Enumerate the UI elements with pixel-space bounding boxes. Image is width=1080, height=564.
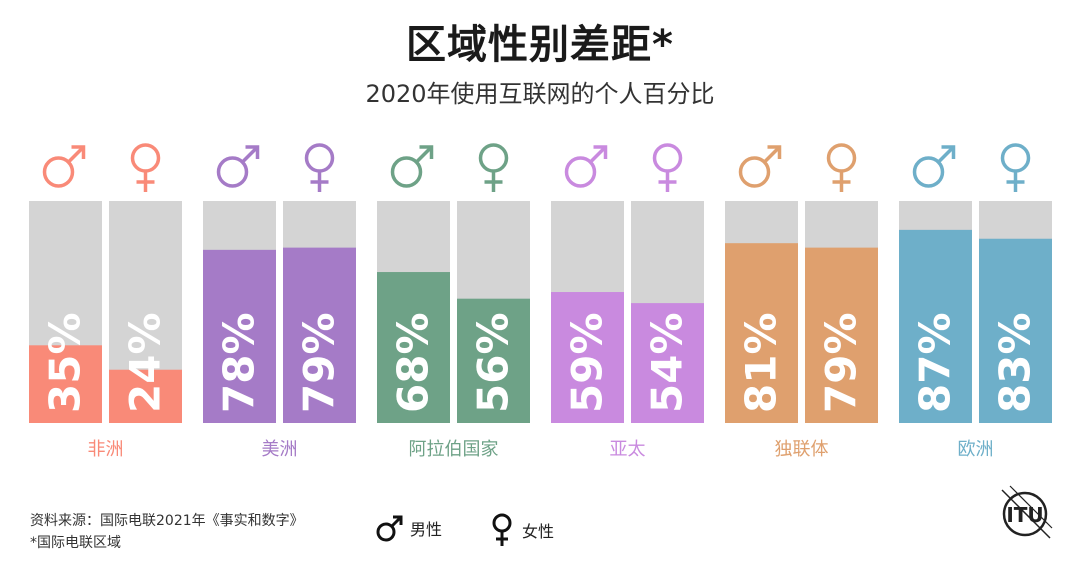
bar-male [725,243,798,423]
bar-male [377,272,450,423]
female-icon-circle [1000,143,1031,173]
male-icon [390,145,434,188]
female-icon-circle [478,143,509,173]
male-icon [912,145,956,188]
bar-male [203,249,276,423]
region-footnote: *国际电联区域 [30,535,121,551]
male-icon-arrow [589,145,607,164]
chart-subtitle: 2020年使用互联网的个人百分比 [365,80,715,108]
data-label-female: 79% [817,312,866,413]
male-icon-arrow [937,145,955,164]
male-icon-arrow [415,145,433,164]
bar-female [457,298,530,423]
data-label-male: 78% [215,312,264,413]
male-icon-circle [42,156,75,188]
male-icon-arrowhead [419,145,434,159]
male-icon-arrow [241,145,259,164]
male-icon-circle [216,156,249,188]
male-icon-arrowhead [767,145,782,159]
bar-male [29,345,102,423]
region-label: 美洲 [262,439,298,460]
bar-female [979,238,1052,423]
itu-logo-text: ITU [1006,503,1043,527]
data-label-male: 87% [911,312,960,413]
female-icon [130,143,161,192]
region-label: 独联体 [775,439,829,460]
male-icon [738,145,782,188]
bar-female [283,247,356,423]
female-icon [304,143,335,192]
male-icon-arrowhead [941,145,956,159]
data-label-male: 81% [737,312,786,413]
female-icon-circle [826,143,857,173]
female-icon [1000,143,1031,192]
data-label-female: 56% [469,312,518,413]
legend-female-label: 女性 [522,522,555,541]
male-icon [42,145,86,188]
male-icon [216,145,260,188]
female-icon-circle [130,143,161,173]
legend-male-label: 男性 [410,520,443,539]
source-note: 资料来源：国际电联2021年《事实和数字》 [30,513,304,529]
data-label-male: 59% [563,312,612,413]
data-label-female: 54% [643,312,692,413]
male-icon-circle [390,156,423,188]
itu-logo: ITU [1001,485,1053,539]
region-label: 阿拉伯国家 [409,439,499,460]
data-label-male: 68% [389,312,438,413]
male-icon-arrow [763,145,781,164]
male-icon [564,145,608,188]
region-label: 欧洲 [958,439,994,460]
male-icon-arrowhead [245,145,260,159]
female-icon [478,143,509,192]
male-icon [376,515,403,542]
data-label-female: 24% [121,312,170,413]
female-icon [652,143,683,192]
legend-female: 女性 [486,512,554,548]
region-label: 亚太 [610,439,646,460]
legend-male: 男性 [374,512,442,544]
male-icon-circle [738,156,771,188]
region-label: 非洲 [88,439,124,460]
female-icon-circle [652,143,683,173]
female-icon-circle [304,143,335,173]
data-label-male: 35% [41,312,90,413]
bar-female [109,369,182,423]
female-icon [492,513,512,546]
data-label-female: 79% [295,312,344,413]
male-icon-circle [912,156,945,188]
male-icon-arrowhead [593,145,608,159]
female-icon [826,143,857,192]
data-label-female: 83% [991,312,1040,413]
male-icon-arrow [67,145,85,164]
bar-male [899,229,972,423]
male-icon-circle [564,156,597,188]
bar-male [551,292,624,423]
male-icon-arrowhead [71,145,86,159]
bar-female [805,247,878,423]
bar-female [631,303,704,423]
chart-title: 区域性别差距* [406,22,674,68]
